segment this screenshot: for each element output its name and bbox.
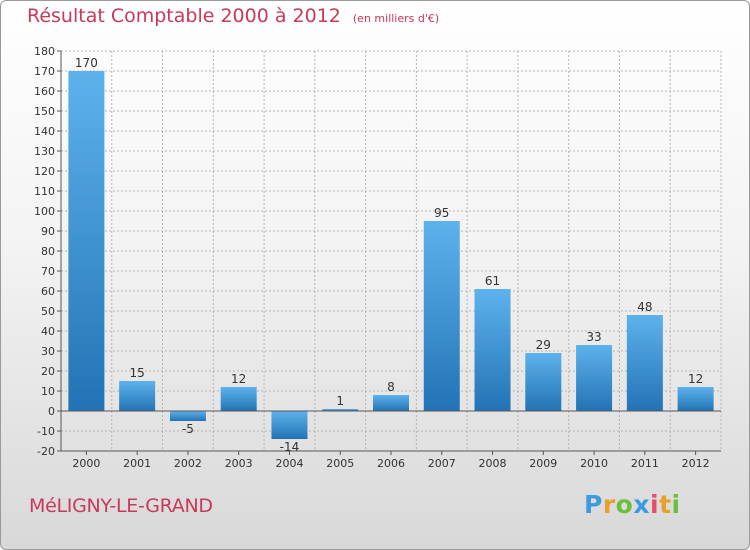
bar bbox=[423, 221, 460, 411]
data-label: 29 bbox=[536, 338, 551, 352]
bar bbox=[119, 381, 156, 411]
proxiti-logo[interactable]: Proxiti bbox=[584, 490, 681, 519]
gridlines bbox=[60, 50, 722, 452]
x-tick-label: 2009 bbox=[529, 457, 557, 470]
y-tick-label: 180 bbox=[34, 45, 55, 58]
data-label: 33 bbox=[586, 330, 601, 344]
logo-letter: P bbox=[584, 490, 603, 519]
data-label: 170 bbox=[75, 56, 98, 70]
data-label: -5 bbox=[182, 422, 194, 436]
bars bbox=[68, 71, 714, 439]
x-tick-label: 2007 bbox=[428, 457, 456, 470]
y-tick-label: 120 bbox=[34, 165, 55, 178]
y-tick-label: 160 bbox=[34, 85, 55, 98]
bar bbox=[322, 409, 359, 411]
x-tick-label: 2004 bbox=[275, 457, 303, 470]
x-tick-label: 2001 bbox=[123, 457, 151, 470]
y-tick-label: 30 bbox=[41, 345, 55, 358]
x-tick-label: 2012 bbox=[682, 457, 710, 470]
logo-letter: i bbox=[650, 490, 660, 519]
data-label: 48 bbox=[637, 300, 652, 314]
y-tick-label: -10 bbox=[37, 425, 55, 438]
bar bbox=[373, 395, 409, 411]
chart-title: Résultat Comptable 2000 à 2012 bbox=[27, 5, 341, 27]
bar bbox=[525, 353, 562, 411]
y-tick-label: 20 bbox=[41, 365, 55, 378]
y-tick-label: 170 bbox=[34, 65, 55, 78]
data-label: 1 bbox=[336, 394, 344, 408]
y-tick-label: 140 bbox=[34, 125, 55, 138]
y-tick-label: 100 bbox=[34, 205, 55, 218]
logo-letter: o bbox=[615, 490, 634, 519]
y-tick-label: 70 bbox=[41, 265, 55, 278]
logo-letter: i bbox=[671, 490, 681, 519]
bar bbox=[576, 345, 613, 411]
chart-title-block: Résultat Comptable 2000 à 2012 (en millie… bbox=[27, 5, 439, 27]
bar bbox=[626, 315, 663, 411]
x-tick-label: 2008 bbox=[479, 457, 507, 470]
logo-letter: t bbox=[659, 490, 672, 519]
axes bbox=[57, 50, 721, 455]
bar bbox=[220, 387, 257, 411]
x-tick-label: 2006 bbox=[377, 457, 405, 470]
chart-unit-label: (en milliers d'€) bbox=[352, 12, 440, 25]
data-label: 61 bbox=[485, 274, 500, 288]
y-tick-label: 10 bbox=[41, 385, 55, 398]
y-tick-label: 0 bbox=[48, 405, 55, 418]
y-tick-label: 50 bbox=[41, 305, 55, 318]
x-tick-label: 2000 bbox=[72, 457, 100, 470]
bar bbox=[271, 411, 308, 439]
y-tick-label: 80 bbox=[41, 245, 55, 258]
data-label: 12 bbox=[231, 372, 246, 386]
y-tick-label: -20 bbox=[37, 445, 55, 458]
y-tick-label: 90 bbox=[41, 225, 55, 238]
y-tick-label: 150 bbox=[34, 105, 55, 118]
data-label: 12 bbox=[688, 372, 703, 386]
y-tick-label: 110 bbox=[34, 185, 55, 198]
x-tick-label: 2002 bbox=[174, 457, 202, 470]
data-label: 8 bbox=[387, 380, 395, 394]
x-tick-label: 2010 bbox=[580, 457, 608, 470]
bar bbox=[474, 289, 511, 411]
labels: -20 -10 0 10 20 30 40 50 60 70 80 90 100 110 120 130 140… bbox=[34, 45, 710, 470]
data-label: -14 bbox=[280, 440, 300, 454]
x-tick-label: 2011 bbox=[631, 457, 659, 470]
commune-name: MéLIGNY-LE-GRAND bbox=[29, 495, 213, 517]
logo-letter: x bbox=[633, 490, 650, 519]
data-label: 15 bbox=[130, 366, 145, 380]
logo-letter: r bbox=[602, 490, 616, 519]
y-tick-label: 40 bbox=[41, 325, 55, 338]
y-tick-label: 60 bbox=[41, 285, 55, 298]
x-tick-label: 2005 bbox=[326, 457, 354, 470]
data-label: 95 bbox=[434, 206, 449, 220]
bar bbox=[677, 387, 714, 411]
x-tick-label: 2003 bbox=[225, 457, 253, 470]
y-tick-label: 130 bbox=[34, 145, 55, 158]
bar bbox=[169, 411, 206, 421]
bar bbox=[68, 71, 105, 411]
